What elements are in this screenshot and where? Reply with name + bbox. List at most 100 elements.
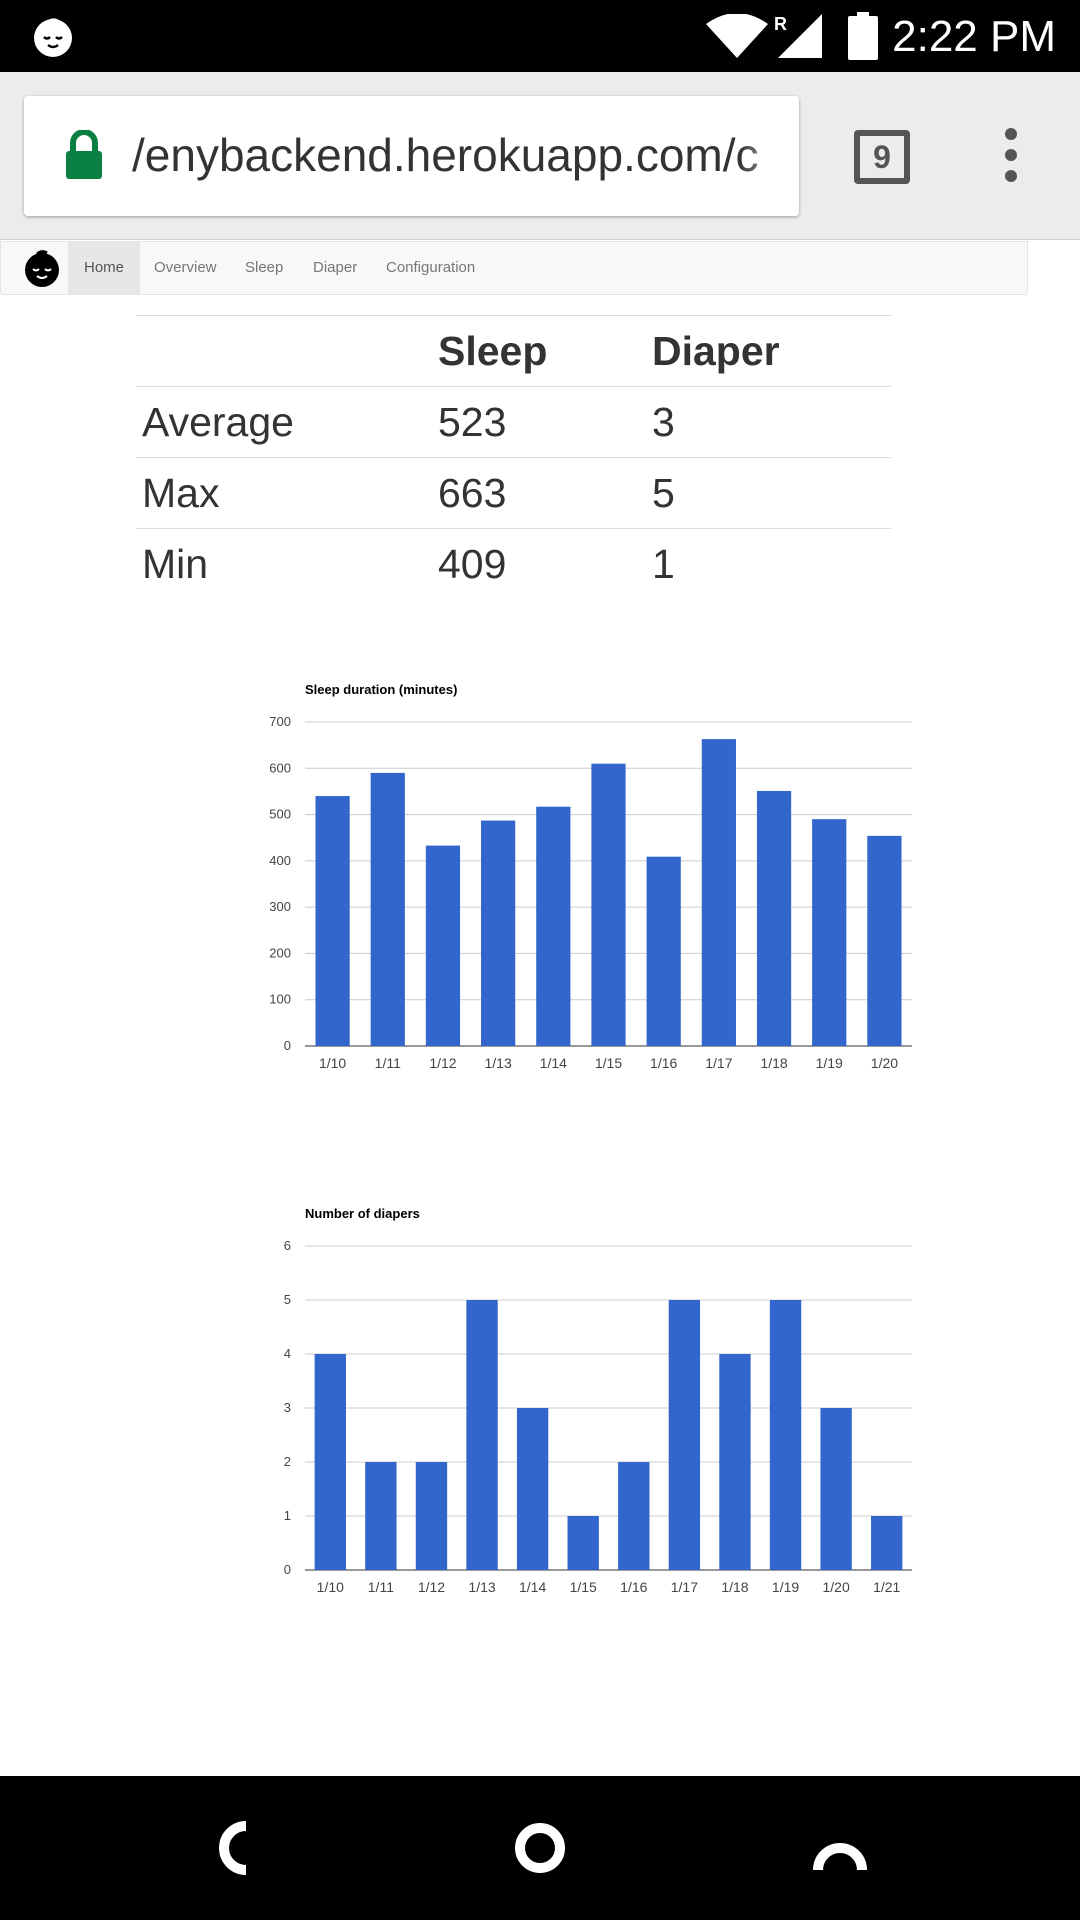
- table-row: Min 409 1: [136, 528, 891, 600]
- diaper-value: 3: [646, 386, 891, 458]
- x-tick-label: 1/16: [620, 1579, 647, 1595]
- bar: [618, 1462, 650, 1570]
- bar: [425, 845, 461, 1046]
- x-tick-label: 1/20: [823, 1579, 850, 1595]
- x-tick-label: 1/13: [485, 1055, 512, 1071]
- diaper-chart-svg: Number of diapers 0 1 2 3 4 5 6 1/10 1/11 1/12 1/13…: [284, 1206, 912, 1595]
- bar: [769, 1300, 802, 1570]
- x-tick-label: 1/19: [816, 1055, 843, 1071]
- wifi-icon: [706, 14, 768, 58]
- row-label: Min: [136, 528, 432, 600]
- bar: [668, 1300, 701, 1570]
- x-tick-label: 1/20: [871, 1055, 898, 1071]
- table-row: Average 523 3: [136, 386, 891, 458]
- x-tick-label: 1/14: [519, 1579, 546, 1595]
- table-header-blank: [136, 315, 432, 387]
- row-label: Max: [136, 457, 432, 529]
- url-text[interactable]: /enybackend.herokuapp.com/c: [132, 129, 759, 181]
- y-tick-label: 1: [284, 1508, 291, 1523]
- roaming-indicator: R: [774, 14, 787, 34]
- y-tick-label: 600: [269, 760, 291, 775]
- bar: [871, 1516, 903, 1570]
- status-bar: R 2:22 PM: [0, 0, 1080, 72]
- y-tick-label: 100: [269, 992, 291, 1007]
- baby-face-icon: [34, 18, 72, 57]
- y-tick-label: 4: [284, 1346, 291, 1361]
- bar: [536, 806, 571, 1046]
- x-tick-label: 1/12: [418, 1579, 445, 1595]
- x-tick-label: 1/14: [540, 1055, 567, 1071]
- address-bar[interactable]: /enybackend.herokuapp.com/c: [24, 96, 799, 216]
- y-tick-label: 5: [284, 1292, 291, 1307]
- stats-table: Sleep Diaper Average 523 3 Max 663 5 Min…: [136, 315, 891, 600]
- table-header-diaper: Diaper: [646, 315, 891, 387]
- bar: [719, 1354, 751, 1570]
- signal-icon: R: [774, 14, 822, 58]
- nav-diaper[interactable]: Diaper: [313, 259, 358, 276]
- y-tick-label: 0: [284, 1038, 291, 1053]
- diaper-value: 1: [646, 528, 891, 600]
- x-tick-label: 1/11: [375, 1055, 401, 1071]
- table-header-sleep: Sleep: [432, 315, 646, 387]
- table-header-row: Sleep Diaper: [136, 315, 891, 387]
- home-icon[interactable]: [510, 1818, 570, 1878]
- row-label: Average: [136, 386, 432, 458]
- chart-title: Sleep duration (minutes): [305, 682, 457, 697]
- diaper-count-chart: Number of diapers 0 1 2 3 4 5 6 1/10 1/11 1/12 1/13…: [240, 1194, 940, 1614]
- lock-icon: [66, 130, 102, 179]
- x-tick-label: 1/12: [429, 1055, 456, 1071]
- sleep-chart-svg: Sleep duration (minutes) 0 100 200 300 400 500…: [269, 682, 912, 1071]
- x-tick-label: 1/18: [760, 1055, 787, 1071]
- y-tick-label: 3: [284, 1400, 291, 1415]
- bar: [481, 820, 516, 1046]
- bar: [315, 796, 350, 1046]
- bar: [701, 739, 736, 1046]
- x-tick-label: 1/11: [368, 1579, 394, 1595]
- x-tick-label: 1/10: [317, 1579, 344, 1595]
- y-tick-label: 400: [269, 853, 291, 868]
- bar: [591, 763, 626, 1046]
- bar: [756, 790, 792, 1046]
- clock: 2:22 PM: [892, 12, 1056, 61]
- tab-switcher-button[interactable]: 9: [854, 130, 910, 184]
- y-tick-label: 2: [284, 1454, 291, 1469]
- y-tick-label: 500: [269, 807, 291, 822]
- bar: [646, 856, 681, 1046]
- diaper-value: 5: [646, 457, 891, 529]
- nav-home[interactable]: Home: [68, 242, 141, 294]
- url-fade: [739, 96, 799, 216]
- nav-sleep[interactable]: Sleep: [245, 259, 284, 276]
- x-tick-label: 1/18: [721, 1579, 748, 1595]
- y-tick-label: 200: [269, 945, 291, 960]
- x-tick-label: 1/21: [873, 1579, 900, 1595]
- bar: [867, 835, 902, 1046]
- browser-toolbar: /enybackend.herokuapp.com/c 9: [0, 72, 1080, 240]
- battery-icon: [848, 12, 878, 60]
- sleep-value: 523: [432, 386, 646, 458]
- site-navbar: Home Overview Sleep Diaper Configuration: [0, 241, 1028, 295]
- baby-logo-icon[interactable]: [21, 250, 63, 288]
- sleep-value: 663: [432, 457, 646, 529]
- y-tick-label: 700: [269, 714, 291, 729]
- x-tick-label: 1/15: [570, 1579, 597, 1595]
- bar: [415, 1462, 448, 1570]
- back-icon[interactable]: [212, 1818, 272, 1878]
- bar: [567, 1516, 599, 1570]
- recents-icon[interactable]: [810, 1818, 870, 1878]
- bar: [370, 772, 405, 1046]
- table-row: Max 663 5: [136, 457, 891, 529]
- x-tick-label: 1/13: [468, 1579, 495, 1595]
- bar: [812, 819, 847, 1046]
- bar: [314, 1354, 346, 1570]
- overflow-menu-icon[interactable]: [998, 128, 1024, 188]
- android-nav-bar: [0, 1776, 1080, 1920]
- bar: [516, 1408, 549, 1570]
- bar: [365, 1462, 397, 1570]
- y-tick-label: 300: [269, 899, 291, 914]
- nav-overview[interactable]: Overview: [154, 259, 217, 276]
- nav-configuration[interactable]: Configuration: [386, 259, 476, 276]
- x-tick-label: 1/15: [595, 1055, 622, 1071]
- x-tick-label: 1/17: [671, 1579, 698, 1595]
- y-tick-label: 6: [284, 1238, 291, 1253]
- chart-title: Number of diapers: [305, 1206, 420, 1221]
